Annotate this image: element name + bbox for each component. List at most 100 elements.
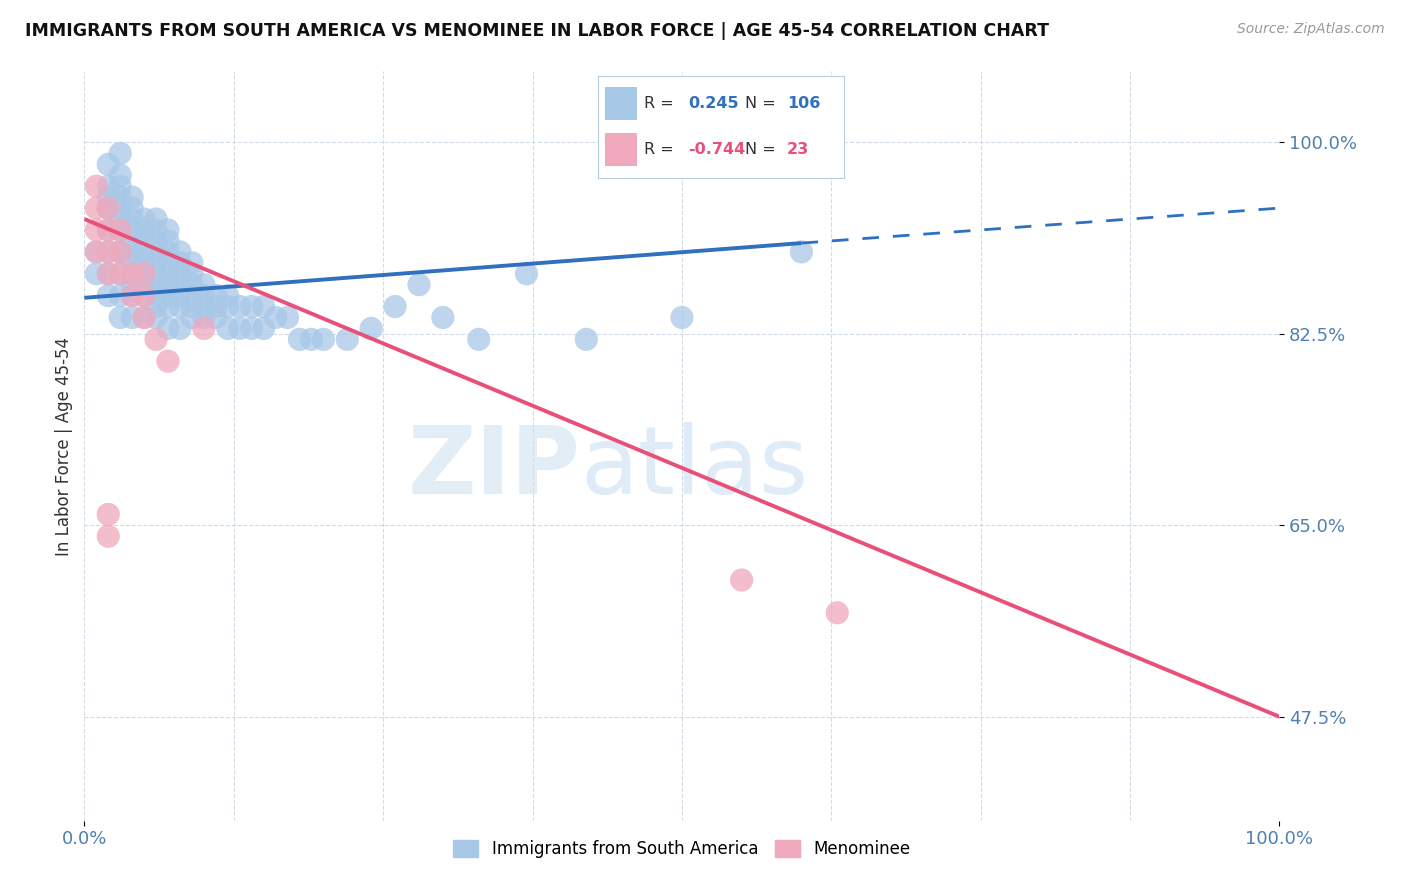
Point [169, 267, 191, 281]
Text: N =: N = [745, 96, 776, 111]
Point [121, 310, 143, 325]
Point [360, 321, 382, 335]
Point [121, 212, 143, 227]
Point [217, 300, 239, 314]
Point [169, 277, 191, 292]
Bar [605, 87, 637, 120]
Text: IMMIGRANTS FROM SOUTH AMERICA VS MENOMINEE IN LABOR FORCE | AGE 45-54 CORRELATIO: IMMIGRANTS FROM SOUTH AMERICA VS MENOMIN… [25, 22, 1049, 40]
Point [181, 300, 204, 314]
Point [121, 277, 143, 292]
Point [110, 201, 132, 215]
Point [288, 332, 311, 346]
Point [121, 244, 143, 259]
Text: R =: R = [644, 96, 679, 111]
Point [97, 223, 120, 237]
Point [110, 212, 132, 227]
Point [97, 508, 120, 522]
Point [827, 606, 849, 620]
Point [121, 201, 143, 215]
Point [575, 332, 598, 346]
Point [790, 244, 813, 259]
Point [169, 288, 191, 302]
Point [86, 267, 108, 281]
Point [145, 223, 167, 237]
Point [253, 300, 276, 314]
Bar [605, 133, 637, 166]
Y-axis label: In Labor Force | Age 45-54: In Labor Force | Age 45-54 [55, 336, 73, 556]
Point [97, 267, 120, 281]
Point [181, 277, 204, 292]
Point [145, 300, 167, 314]
Point [193, 321, 215, 335]
Point [169, 256, 191, 270]
Point [110, 244, 132, 259]
Point [86, 244, 108, 259]
Point [110, 244, 132, 259]
Text: atlas: atlas [581, 423, 808, 515]
Point [240, 321, 263, 335]
Point [110, 288, 132, 302]
Point [86, 201, 108, 215]
Point [169, 300, 191, 314]
Point [132, 212, 156, 227]
Point [97, 288, 120, 302]
Point [264, 310, 287, 325]
Point [157, 321, 180, 335]
Point [121, 267, 143, 281]
Point [97, 190, 120, 204]
Text: N =: N = [745, 142, 776, 157]
Text: 23: 23 [787, 142, 810, 157]
Point [110, 244, 132, 259]
Point [157, 267, 180, 281]
Point [145, 212, 167, 227]
Point [301, 332, 323, 346]
Text: ZIP: ZIP [408, 423, 581, 515]
Point [110, 190, 132, 204]
Point [145, 267, 167, 281]
Point [86, 179, 108, 194]
Point [132, 310, 156, 325]
Point [277, 310, 299, 325]
Legend: Immigrants from South America, Menominee: Immigrants from South America, Menominee [447, 833, 917, 864]
Point [432, 310, 454, 325]
Point [193, 277, 215, 292]
Point [145, 288, 167, 302]
Point [157, 234, 180, 248]
Point [145, 234, 167, 248]
Point [110, 179, 132, 194]
Point [145, 256, 167, 270]
Point [181, 267, 204, 281]
Point [132, 244, 156, 259]
Point [132, 267, 156, 281]
Point [132, 267, 156, 281]
Point [97, 179, 120, 194]
Point [229, 321, 252, 335]
Point [181, 310, 204, 325]
Point [145, 310, 167, 325]
Point [229, 300, 252, 314]
Point [97, 157, 120, 171]
Point [97, 201, 120, 215]
Point [193, 310, 215, 325]
Point [132, 256, 156, 270]
Point [132, 234, 156, 248]
Point [97, 201, 120, 215]
Point [97, 223, 120, 237]
Point [97, 244, 120, 259]
Point [121, 223, 143, 237]
Point [157, 277, 180, 292]
Point [468, 332, 491, 346]
Point [205, 300, 228, 314]
Text: R =: R = [644, 142, 679, 157]
Point [121, 190, 143, 204]
Point [132, 277, 156, 292]
Point [86, 244, 108, 259]
Point [110, 223, 132, 237]
Point [408, 277, 430, 292]
Point [110, 310, 132, 325]
Text: Source: ZipAtlas.com: Source: ZipAtlas.com [1237, 22, 1385, 37]
Point [157, 354, 180, 368]
Point [121, 288, 143, 302]
Point [731, 573, 754, 587]
Point [205, 310, 228, 325]
